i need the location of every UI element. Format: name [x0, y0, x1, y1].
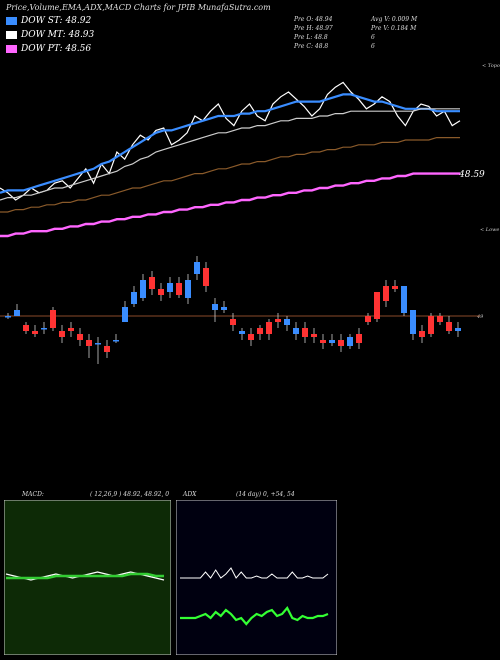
candle-body: [302, 328, 308, 337]
candle-body: [257, 328, 263, 334]
candle-body: [401, 286, 407, 313]
candle-body: [320, 340, 326, 343]
ema-series-3: [0, 136, 460, 213]
stat-extra-1: 6: [371, 34, 375, 41]
candle-body: [392, 286, 398, 289]
candle-body: [167, 283, 173, 292]
candle-body: [374, 292, 380, 319]
candle-body: [122, 307, 128, 322]
candle-body: [311, 334, 317, 337]
candle-chart: [0, 256, 480, 364]
legend-swatch-icon: [6, 45, 17, 53]
ema-series-2: [0, 108, 460, 201]
candle-body: [194, 262, 200, 274]
side-label-lower: < Lowe: [480, 227, 500, 233]
candle-body: [248, 334, 254, 340]
candle-body: [410, 310, 416, 334]
stat-high: Pre H: 48.97: [294, 25, 333, 32]
stat-avg-volume: Avg V: 0.009 M: [371, 16, 418, 23]
candle-body: [356, 334, 362, 343]
candle-body: [104, 346, 110, 352]
stat-open: Pre O: 48.94: [294, 16, 333, 23]
candle-body: [86, 340, 92, 346]
candle-body: [23, 325, 29, 331]
candle-body: [185, 280, 191, 298]
candle-body: [131, 292, 137, 304]
macd-panel: [4, 500, 171, 655]
candle-body: [203, 268, 209, 286]
legend-swatch-icon: [6, 17, 17, 25]
candle-body: [275, 319, 281, 322]
adx-series-0: [180, 567, 329, 579]
adx-panel: [176, 500, 337, 655]
candle-body: [437, 316, 443, 322]
candle-body: [338, 340, 344, 346]
candle-body: [347, 337, 353, 346]
legend-dow-pt: DOW PT: 48.56: [6, 44, 91, 54]
legend-dow-st: DOW ST: 48.92: [6, 16, 91, 26]
legend-label: DOW ST: 48.92: [21, 16, 92, 26]
candle-body: [419, 331, 425, 337]
candle-body: [14, 310, 20, 316]
candle-body: [383, 286, 389, 301]
ema-chart: [0, 81, 461, 238]
volume-side-value: 49: [477, 314, 484, 320]
candle-body: [50, 310, 56, 328]
candle-body: [5, 316, 11, 318]
candle-body: [284, 319, 290, 325]
legend-dow-mt: DOW MT: 48.93: [6, 30, 94, 40]
macd-label: MACD:: [22, 491, 44, 498]
stat-close: Pre C: 48.8: [294, 43, 329, 50]
candle-body: [158, 289, 164, 295]
candle-body: [41, 328, 47, 330]
candle-body: [428, 316, 434, 334]
candle-body: [266, 322, 272, 334]
candle-body: [176, 283, 182, 295]
chart-title: Price,Volume,EMA,ADX,MACD Charts for JPI…: [6, 3, 271, 12]
stat-prev-volume: Pre V: 0.184 M: [371, 25, 417, 32]
adx-series-1: [180, 606, 329, 626]
candle-body: [113, 340, 119, 342]
legend-label: DOW MT: 48.93: [21, 30, 95, 40]
candle-body: [446, 322, 452, 331]
legend-swatch-icon: [6, 31, 17, 39]
candle-body: [230, 319, 236, 325]
side-label-top: < Topo: [482, 63, 500, 69]
candle-body: [149, 277, 155, 289]
candle-body: [95, 343, 101, 345]
adx-label: ADX: [183, 491, 197, 498]
candle-body: [329, 340, 335, 343]
candle-body: [365, 316, 371, 322]
ema-series-4: [0, 172, 460, 238]
macd-series-1: [6, 572, 164, 580]
candle-body: [221, 307, 227, 310]
ema-series-0: [0, 81, 461, 201]
candle-body: [239, 331, 245, 334]
legend-label: DOW PT: 48.56: [21, 44, 92, 54]
candle-body: [77, 334, 83, 340]
candle-body: [455, 328, 461, 331]
candle-body: [68, 328, 74, 331]
candle-body: [293, 328, 299, 334]
candle-body: [140, 280, 146, 298]
stat-low: Pre L: 48.8: [294, 34, 328, 41]
price-label: 48.59: [459, 170, 485, 180]
candle-body: [32, 331, 38, 334]
adx-params: (14 day) 0, +54, 54: [236, 491, 295, 498]
candle-body: [212, 304, 218, 310]
macd-params: ( 12,26,9 ) 48.92, 48.92, 0: [90, 491, 170, 498]
ema-series-1: [0, 93, 460, 194]
candle-body: [59, 331, 65, 337]
stat-extra-2: 6: [371, 43, 375, 50]
